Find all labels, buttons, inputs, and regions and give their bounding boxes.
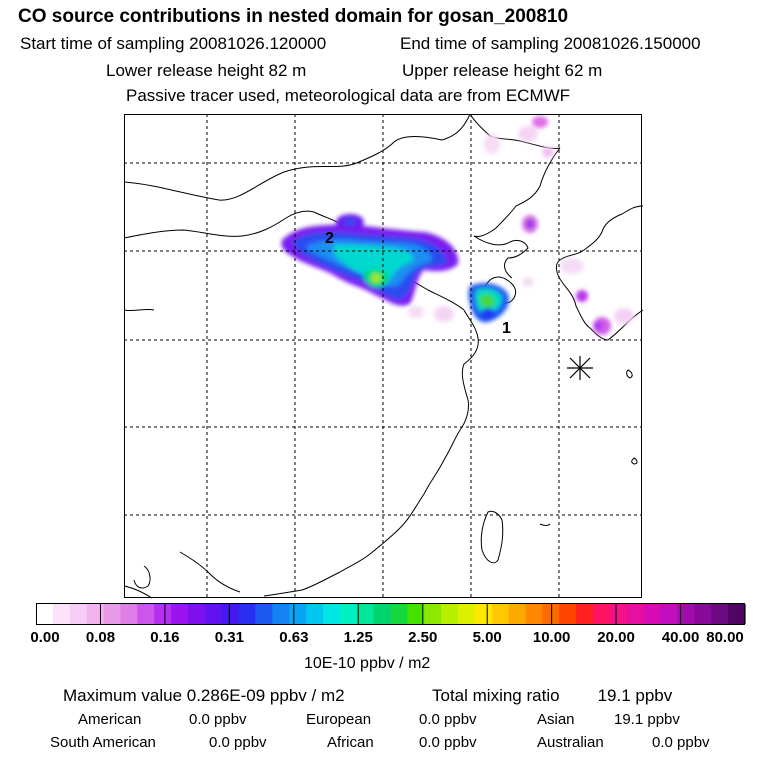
region-name: American	[78, 711, 142, 728]
scale-color-cell	[187, 604, 206, 624]
scale-color-cell	[525, 604, 544, 624]
scale-color-cell	[660, 604, 679, 624]
scale-color-cell	[643, 604, 662, 624]
region-name: Australian	[537, 734, 604, 751]
scale-color-cell	[36, 604, 54, 624]
upper-release-label: Upper release height 62 m	[402, 61, 603, 80]
region-value: 19.1 ppbv	[614, 711, 680, 728]
scale-tick-label: 5.00	[472, 629, 502, 646]
scale-units: 10E-10 ppbv / m2	[304, 655, 431, 672]
scale-color-cell	[458, 604, 476, 624]
scale-color-cell	[238, 604, 257, 624]
region-value: 0.0 ppbv	[419, 734, 477, 751]
scale-tick-label: 0.16	[150, 629, 180, 646]
scale-color-cell	[137, 604, 155, 624]
maximum-value: Maximum value 0.286E-09 ppbv / m2	[63, 686, 345, 705]
scale-tick-label: 0.31	[214, 629, 244, 646]
scale-color-cell	[407, 604, 425, 624]
scale-color-cell	[677, 604, 695, 624]
scale-color-cell	[339, 604, 358, 624]
scale-color-cell	[120, 604, 138, 624]
scale-color-cell	[69, 604, 88, 624]
scale-color-cell	[474, 604, 493, 624]
scale-color-cell	[289, 604, 307, 624]
scale-tick-label: 1.25	[343, 629, 373, 646]
scale-color-cell	[593, 604, 611, 624]
region-name: African	[327, 734, 374, 751]
asterisk-icon	[567, 356, 593, 380]
plot-title: CO source contributions in nested domain…	[18, 6, 569, 27]
scale-color-cell	[306, 604, 324, 624]
lower-release-label: Lower release height 82 m	[106, 61, 307, 80]
total-mixing-label: Total mixing ratio	[432, 686, 560, 705]
scale-color-cell	[390, 604, 408, 624]
scale-color-cell	[356, 604, 375, 624]
scale-color-cell	[694, 604, 712, 624]
scale-color-cell	[609, 604, 628, 624]
region-value: 0.0 ppbv	[209, 734, 267, 751]
scale-color-cell	[424, 604, 442, 624]
region-value: 0.0 ppbv	[652, 734, 710, 751]
region-name: South American	[50, 734, 156, 751]
scale-color-cell	[373, 604, 392, 624]
total-mixing-ratio: Total mixing ratio 19.1 ppbv	[432, 686, 672, 706]
scale-color-cell	[576, 604, 594, 624]
color-scale-bar	[36, 603, 746, 625]
scale-tick-label: 2.50	[408, 629, 438, 646]
scale-color-cell	[626, 604, 645, 624]
scale-tick-label: 40.00	[661, 629, 700, 646]
start-time-label: Start time of sampling 20081026.120000	[20, 34, 327, 53]
scale-color-cell	[52, 604, 71, 624]
region-value: 0.0 ppbv	[419, 711, 477, 728]
region-name: Asian	[537, 711, 575, 728]
scale-color-cell	[491, 604, 510, 624]
scale-tick-label: 0.08	[85, 629, 116, 646]
scale-color-cell	[508, 604, 527, 624]
plume-label-1: 1	[502, 320, 511, 337]
scale-color-cell	[255, 604, 273, 624]
scale-tick-label: 0.00	[30, 629, 60, 646]
total-mixing-value: 19.1 ppbv	[597, 686, 673, 705]
scale-color-cell	[154, 604, 172, 624]
scale-tick-label: 20.00	[597, 629, 635, 646]
scale-tick-label: 0.63	[279, 629, 309, 646]
lat-lon-grid	[124, 114, 642, 598]
source-contribution-map: 2 1	[124, 114, 643, 599]
scale-color-cell	[103, 604, 121, 624]
scale-color-cell	[86, 604, 105, 624]
scale-color-cell	[272, 604, 290, 624]
end-time-label: End time of sampling 20081026.150000	[400, 34, 701, 53]
scale-color-cell	[728, 604, 746, 624]
scale-color-cell	[204, 604, 223, 624]
scale-color-cell	[441, 604, 459, 624]
tracer-note: Passive tracer used, meteorological data…	[126, 86, 571, 105]
scale-color-cell	[171, 604, 189, 624]
map-frame	[124, 114, 642, 598]
region-value: 0.0 ppbv	[189, 711, 247, 728]
scale-color-cell	[559, 604, 577, 624]
plume-label-2: 2	[325, 230, 334, 247]
scale-tick-label: 80.00	[706, 629, 744, 646]
scale-tick-label: 10.00	[532, 629, 571, 646]
region-name: European	[306, 711, 372, 728]
scale-color-cell	[322, 604, 341, 624]
scale-color-cell	[221, 604, 240, 624]
scale-color-cell	[711, 604, 729, 624]
